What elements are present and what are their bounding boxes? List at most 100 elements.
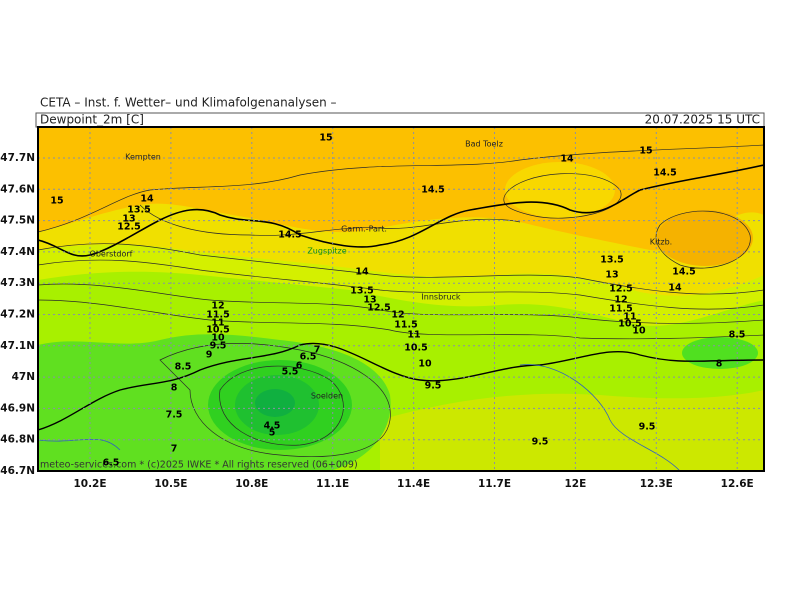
valid-time: 20.07.2025 15 UTC	[645, 113, 760, 127]
contour	[38, 299, 764, 340]
y-tick-label: 46.8N	[0, 434, 35, 446]
field-title: Dewpoint_2m [C]	[40, 113, 144, 127]
contour-label: 14	[560, 154, 574, 165]
x-tick-label: 11.1E	[316, 478, 349, 490]
contour-label: 11	[623, 312, 636, 323]
y-tick-label: 46.7N	[0, 465, 35, 477]
x-tick-label: 11.7E	[478, 478, 511, 490]
contour	[219, 365, 344, 446]
contour-label: 12	[614, 295, 627, 306]
y-tick-label: 46.9N	[0, 402, 35, 414]
contour-label: 12	[211, 301, 224, 312]
contour-label: 7	[171, 444, 178, 455]
contour-label: 4.5	[264, 421, 281, 432]
contour-label: 10	[418, 359, 432, 370]
x-tick-label: 10.5E	[154, 478, 187, 490]
contour-label: 11.5	[206, 310, 229, 321]
contour-label: 7.5	[166, 410, 183, 421]
contour-label: 11.5	[394, 320, 417, 331]
y-tick-label: 47.6N	[0, 183, 35, 195]
contour-label: 10	[211, 333, 225, 344]
contour-label: 11	[211, 318, 224, 329]
contour-label: 8.5	[729, 330, 746, 341]
contour-label: 12.5	[117, 222, 140, 233]
contour-label: 13	[122, 214, 135, 225]
place-name: Zugspitze	[307, 247, 346, 256]
grid	[38, 127, 764, 471]
border	[38, 342, 764, 431]
contour-label: 8	[716, 359, 723, 370]
place-name: Innsbruck	[421, 293, 461, 302]
contour-label: 13	[363, 295, 376, 306]
y-tick-label: 47.3N	[0, 277, 35, 289]
y-tick-label: 47.5N	[0, 215, 35, 227]
contour-label: 5	[269, 428, 276, 439]
y-tick-label: 47.2N	[0, 309, 35, 321]
contour-label: 9.5	[210, 341, 227, 352]
contour-label: 15	[639, 146, 652, 157]
x-tick-label: 12E	[565, 478, 587, 490]
contour	[139, 204, 521, 236]
contour	[38, 243, 764, 295]
contour-label: 6.5	[300, 352, 317, 363]
contour	[38, 259, 764, 310]
contour	[38, 144, 764, 233]
field-blob	[505, 162, 615, 218]
contour	[159, 343, 391, 457]
contour-label: 9.5	[532, 437, 549, 448]
y-tick-label: 47.7N	[0, 152, 35, 164]
footer: meteo-services.com * (c)2025 IWKE * All …	[40, 460, 358, 471]
contour-label: 8.5	[175, 362, 192, 373]
contour-label: 5.5	[282, 367, 299, 378]
border	[38, 164, 764, 257]
contour-label: 13	[605, 270, 618, 281]
contour-label: 14.5	[653, 168, 676, 179]
contour-label: 13.5	[600, 255, 623, 266]
contour-label: 11.5	[609, 304, 632, 315]
contour-label: 10.5	[206, 325, 229, 336]
y-tick-label: 47.1N	[0, 340, 35, 352]
contour-label: 14.5	[672, 267, 695, 278]
x-tick-label: 11.4E	[397, 478, 430, 490]
contour-label: 12.5	[609, 284, 632, 295]
contour-label: 9.5	[639, 422, 656, 433]
contour-label: 15	[319, 133, 332, 144]
x-tick-label: 12.6E	[721, 478, 754, 490]
place-name: Garm.-Part.	[341, 225, 387, 234]
contour-label: 10.5	[404, 343, 427, 354]
contour-label: 10	[632, 326, 646, 337]
y-tick-label: 47.4N	[0, 246, 35, 258]
contour-label: 14	[668, 283, 682, 294]
contour	[38, 283, 764, 324]
contour-label: 11	[407, 330, 420, 341]
contour-label: 14.5	[421, 185, 444, 196]
place-name: Soelden	[311, 392, 343, 401]
contour-label: 9.5	[425, 381, 442, 392]
contour-label: 15	[50, 196, 63, 207]
place-name: Kempten	[125, 153, 161, 162]
contour-label: 14	[140, 194, 154, 205]
contour-label: 10.5	[618, 319, 641, 330]
contour-label: 8	[171, 383, 178, 394]
field-band	[380, 390, 764, 471]
place-name: Bad Toelz	[465, 140, 503, 149]
contour-label: 13.5	[350, 286, 373, 297]
contour-label: 12	[391, 310, 404, 321]
contour-label: 12.5	[367, 303, 390, 314]
x-tick-label: 10.8E	[235, 478, 268, 490]
x-tick-label: 12.3E	[640, 478, 673, 490]
contour	[655, 210, 751, 269]
place-name: Kitzb.	[650, 238, 672, 247]
field-blob	[255, 389, 295, 417]
x-tick-label: 10.2E	[73, 478, 106, 490]
contour-label: 13.5	[127, 205, 150, 216]
y-tick-label: 47N	[12, 371, 35, 383]
contour-label: 14	[355, 267, 369, 278]
place-name: Oberstdorf	[90, 250, 133, 259]
contour-label: 6.5	[103, 458, 120, 469]
plot-frame	[37, 126, 765, 472]
agency: CETA – Inst. f. Wetter– und Klimafolgena…	[40, 96, 337, 110]
contour-label: 7	[314, 345, 321, 356]
map-field	[38, 127, 764, 471]
